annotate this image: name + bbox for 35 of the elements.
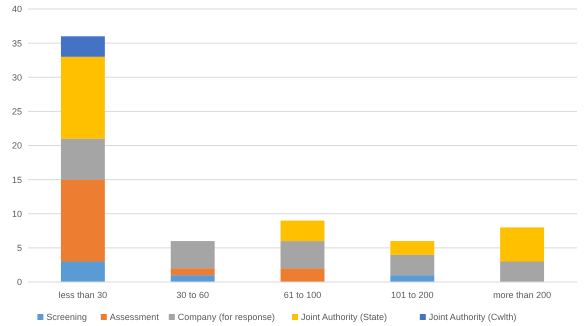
y-tick-label: 20 [12,140,22,151]
bar [280,268,324,282]
bar [500,227,544,262]
legend-label: Joint Authority (State) [301,312,388,322]
bar [60,180,105,262]
bar [390,275,434,282]
y-tick-label: 10 [12,208,22,219]
y-tick-label: 35 [12,38,22,48]
y-tick-label: 25 [12,106,22,117]
bar [60,138,105,180]
bar [170,241,215,268]
y-tick-label: 0 [16,277,22,288]
bar [60,262,105,282]
x-tick-label: less than 30 [58,290,108,300]
x-tick-label: 101 to 200 [391,290,434,300]
bar [280,241,324,268]
bar [390,254,434,276]
legend-label: Screening [46,312,87,322]
legend-label: Joint Authority (Cwlth) [428,312,516,322]
bar [60,56,105,139]
bar [170,268,215,276]
legend-label: Assessment [110,312,160,322]
x-tick-label: more than 200 [493,290,552,300]
x-tick-label: 61 to 100 [284,290,322,300]
bar [390,241,434,255]
y-tick-label: 5 [16,243,22,254]
y-tick-label: 30 [12,72,22,82]
x-tick-label: 30 to 60 [176,290,209,300]
bar [170,275,215,282]
legend-label: Company (for response) [178,312,275,322]
y-tick-label: 15 [12,174,22,185]
bar [500,262,544,282]
y-tick-label: 40 [12,4,22,14]
bar [280,220,324,242]
bar [60,36,105,57]
